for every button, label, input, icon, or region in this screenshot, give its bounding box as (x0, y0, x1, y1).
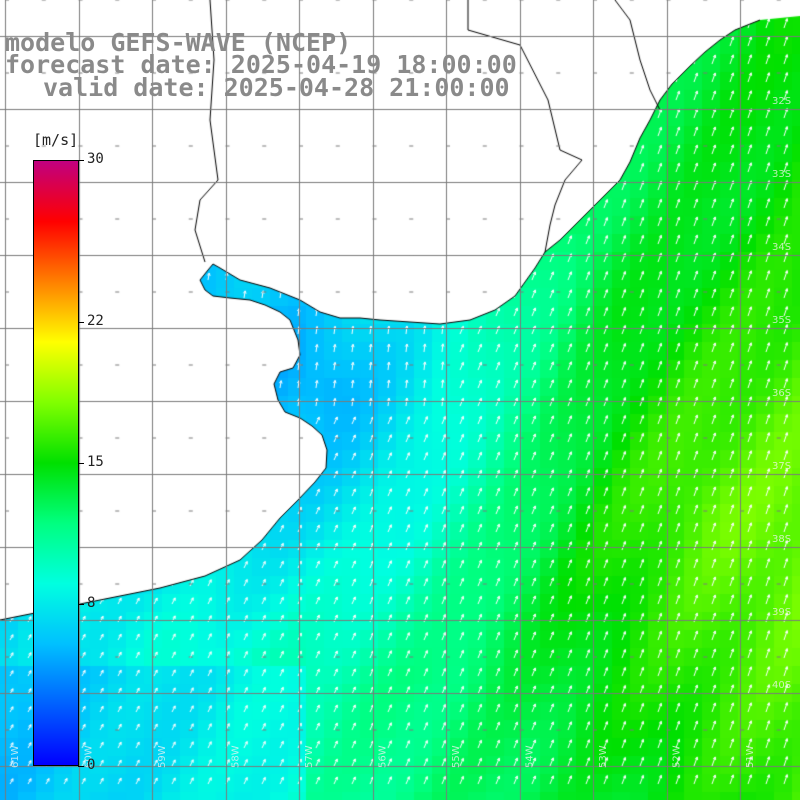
latitude-label: 37S (772, 461, 791, 472)
colorbar-tick-label: 15 (87, 454, 104, 470)
latitude-label: 36S (772, 388, 791, 399)
longitude-label: 55W (451, 745, 462, 768)
model-title: modelo GEFS-WAVE (NCEP) (5, 28, 352, 57)
latitude-label: 38S (772, 534, 791, 545)
latitude-label: 35S (772, 315, 791, 326)
latitude-label: 40S (772, 680, 791, 691)
longitude-label: 60W (84, 745, 95, 768)
forecast-date: forecast date: 2025-04-19 18:00:00 (5, 50, 517, 79)
colorbar-tick-mark (78, 160, 84, 161)
longitude-label: 61W (10, 745, 21, 768)
latitude-label: 34S (772, 242, 791, 253)
longitude-label: 52W (672, 745, 683, 768)
longitude-label: 53W (598, 745, 609, 768)
longitude-label: 58W (231, 745, 242, 768)
longitude-label: 56W (378, 745, 389, 768)
colorbar-tick-mark (78, 604, 84, 606)
colorbar-tick-label: 22 (87, 312, 104, 329)
latitude-label: 39S (772, 607, 791, 618)
colorbar-tick-label: 8 (87, 595, 96, 612)
colorbar-tick-mark (78, 766, 84, 767)
latitude-label: 33S (772, 169, 791, 180)
colorbar-tick-label: 0 (87, 757, 96, 773)
colorbar (33, 160, 79, 766)
colorbar-tick-mark (78, 321, 84, 323)
longitude-label: 54W (525, 745, 536, 768)
colorbar-tick-mark (78, 463, 84, 464)
latitude-label: 32S (772, 96, 791, 107)
longitude-label: 57W (304, 745, 315, 768)
longitude-label: 59W (157, 745, 168, 768)
colorbar-tick-label: 30 (87, 151, 104, 167)
valid-date: valid date: 2025-04-28 21:00:00 (43, 73, 510, 102)
colorbar-units: [m/s] (33, 131, 79, 149)
longitude-label: 51W (745, 745, 756, 768)
